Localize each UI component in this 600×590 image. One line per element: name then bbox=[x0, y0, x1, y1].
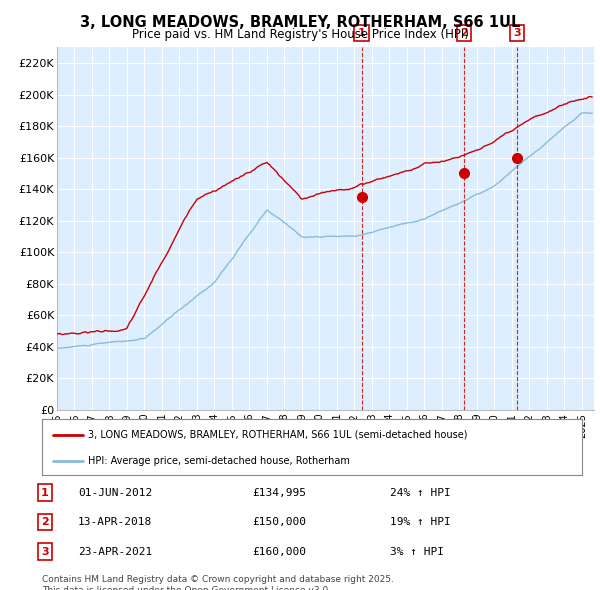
Text: Price paid vs. HM Land Registry's House Price Index (HPI): Price paid vs. HM Land Registry's House … bbox=[131, 28, 469, 41]
Text: 1: 1 bbox=[358, 28, 365, 38]
Text: 13-APR-2018: 13-APR-2018 bbox=[78, 517, 152, 527]
Text: 3: 3 bbox=[41, 547, 49, 556]
Text: 3% ↑ HPI: 3% ↑ HPI bbox=[390, 547, 444, 556]
Text: Contains HM Land Registry data © Crown copyright and database right 2025.
This d: Contains HM Land Registry data © Crown c… bbox=[42, 575, 394, 590]
Text: 23-APR-2021: 23-APR-2021 bbox=[78, 547, 152, 556]
Text: £150,000: £150,000 bbox=[252, 517, 306, 527]
Text: 24% ↑ HPI: 24% ↑ HPI bbox=[390, 488, 451, 497]
Text: 3, LONG MEADOWS, BRAMLEY, ROTHERHAM, S66 1UL: 3, LONG MEADOWS, BRAMLEY, ROTHERHAM, S66… bbox=[80, 15, 520, 30]
Text: 1: 1 bbox=[41, 488, 49, 497]
Text: 19% ↑ HPI: 19% ↑ HPI bbox=[390, 517, 451, 527]
Text: 2: 2 bbox=[460, 28, 468, 38]
Text: £160,000: £160,000 bbox=[252, 547, 306, 556]
Text: HPI: Average price, semi-detached house, Rotherham: HPI: Average price, semi-detached house,… bbox=[88, 456, 350, 466]
Text: 01-JUN-2012: 01-JUN-2012 bbox=[78, 488, 152, 497]
Text: 2: 2 bbox=[41, 517, 49, 527]
Text: 3, LONG MEADOWS, BRAMLEY, ROTHERHAM, S66 1UL (semi-detached house): 3, LONG MEADOWS, BRAMLEY, ROTHERHAM, S66… bbox=[88, 430, 467, 440]
Text: £134,995: £134,995 bbox=[252, 488, 306, 497]
Text: 3: 3 bbox=[514, 28, 521, 38]
